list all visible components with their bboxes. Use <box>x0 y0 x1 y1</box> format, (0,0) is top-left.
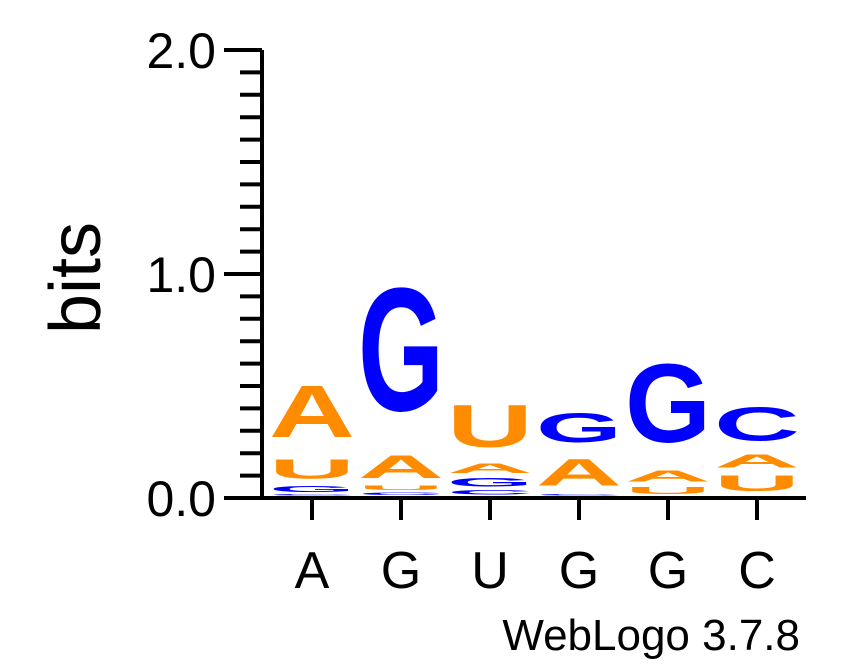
logo-letter: A <box>269 371 355 454</box>
logo-letter: U <box>447 393 533 460</box>
logo-letter: C <box>714 398 800 451</box>
logo-letter: G <box>536 404 622 451</box>
logo-letter: U <box>714 471 800 496</box>
logo-letter: U <box>269 454 355 485</box>
x-tick-label: A <box>295 542 330 600</box>
logo-letter: G <box>447 476 533 489</box>
logo-letter: G <box>358 252 444 448</box>
logo-letter: U <box>625 485 711 496</box>
weblogo-credit: WebLogo 3.7.8 <box>502 611 800 660</box>
logo-letter: A <box>625 467 711 485</box>
logo-letter: G <box>269 485 355 494</box>
y-tick-label: 0.0 <box>146 471 216 527</box>
logo-letter: C <box>358 492 444 496</box>
logo-letter: G <box>625 341 711 467</box>
y-tick-label: 1.0 <box>146 247 216 303</box>
y-axis: 0.0 1.0 2.0 <box>146 23 264 527</box>
x-tick-label: G <box>559 542 599 600</box>
logo-letter: C <box>536 494 622 496</box>
logo-letter: A <box>536 451 622 494</box>
y-axis-title: bits <box>36 222 116 334</box>
x-tick-label: G <box>381 542 421 600</box>
logo-letter: C <box>447 489 533 496</box>
x-tick-label: G <box>648 542 688 600</box>
y-tick-label: 2.0 <box>146 23 216 79</box>
logo-letter: A <box>358 449 444 485</box>
x-tick-label: U <box>471 542 509 600</box>
logo-letter: C <box>269 494 355 496</box>
logo-letter: U <box>358 485 444 492</box>
logo-letter: A <box>447 460 533 476</box>
x-tick-label: C <box>738 542 776 600</box>
logo-letter: A <box>714 451 800 471</box>
